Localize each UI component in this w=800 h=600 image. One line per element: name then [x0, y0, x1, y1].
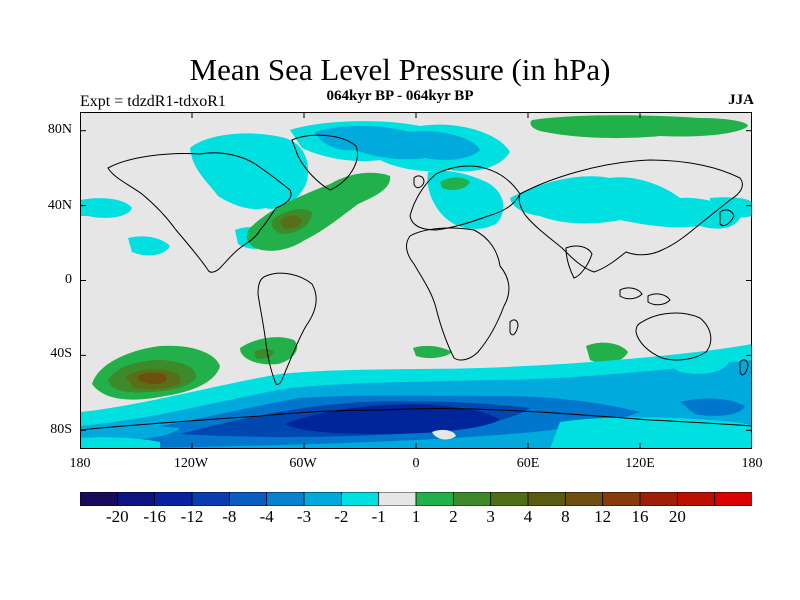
colorbar-label: 8: [561, 507, 570, 526]
coast-india: [565, 245, 593, 279]
map-title: Mean Sea Level Pressure (in hPa): [189, 52, 611, 87]
colorbar-swatch: [340, 492, 380, 506]
lon-tick-label: 60E: [516, 456, 540, 471]
coast-new-zealand: [739, 359, 749, 376]
colorbar-label: -16: [143, 507, 166, 526]
colorbar-label: 16: [631, 507, 649, 526]
colorbar-label: 20: [668, 507, 686, 526]
colorbar-label: 2: [449, 507, 458, 526]
lon-tick-label: 120W: [173, 456, 209, 471]
anomaly-brown-south-pacific: [138, 372, 167, 384]
colorbar-swatch: [266, 492, 305, 506]
colorbar-swatch: [639, 492, 679, 506]
anomaly-lightblue-greenland: [315, 126, 480, 160]
anomaly-olive-atlantic-core: [280, 215, 302, 229]
lat-tick-label: 40N: [47, 198, 72, 213]
anomaly-green-central-asia: [440, 177, 470, 190]
colorbar-swatch: [116, 492, 156, 506]
coast-australia: [635, 312, 712, 361]
anomaly-green-indian-ocean: [586, 342, 628, 364]
lat-tick-label: 40S: [50, 346, 72, 361]
anomaly-olivegreen-south-america: [254, 349, 274, 359]
coast-uk: [413, 175, 425, 189]
anomaly-green-south-atlantic: [413, 345, 452, 359]
lat-tick-label: 0: [65, 272, 72, 287]
experiment-label: Expt = tdzdR1-tdxoR1: [80, 93, 226, 110]
lon-tick-label: 180: [741, 456, 763, 471]
lat-tick-label: 80S: [50, 422, 72, 437]
anomaly-blue-indian-south: [680, 398, 745, 416]
pressure-map: [80, 112, 752, 449]
coast-madagascar: [509, 319, 519, 336]
colorbar-swatch: [303, 492, 343, 506]
coast-antarctica: [80, 408, 752, 431]
colorbar-swatch: [490, 492, 529, 506]
colorbar-swatch: [378, 492, 417, 506]
lon-tick-label: 60W: [289, 456, 317, 471]
colorbar-swatch: [602, 492, 641, 506]
colorbar-label: -8: [222, 507, 237, 526]
colorbar-label: -2: [334, 507, 349, 526]
coast-south-america: [257, 272, 317, 385]
colorbar-swatch: [527, 492, 567, 506]
colorbar-label: 3: [486, 507, 495, 526]
colorbar-label: -12: [180, 507, 204, 526]
anomaly-deepblue-southern-ocean: [285, 404, 500, 434]
colorbar-swatch: [154, 492, 193, 506]
colorbar-swatch: [80, 492, 119, 506]
coast-indonesia: [619, 287, 671, 306]
colorbar-swatch: [676, 492, 716, 506]
season-label: JJA: [728, 92, 754, 108]
colorbar-swatch: [415, 492, 455, 506]
anomaly-cyan-caribbean: [128, 236, 170, 256]
coast-africa: [406, 227, 510, 361]
colorbar-label: 4: [523, 507, 533, 526]
anomaly-cyan-north-america: [190, 133, 309, 210]
anomaly-cyan-antarctic-west: [80, 437, 160, 449]
anomaly-green-arctic: [530, 115, 748, 139]
lon-tick-label: 120E: [625, 456, 655, 471]
anomaly-cyan-antarctic-east: [550, 417, 752, 449]
colorbar-label: -20: [105, 507, 129, 526]
colorbar-swatch: [452, 492, 492, 506]
colorbar-swatch: [228, 492, 268, 506]
coast-north-america: [107, 152, 292, 273]
coast-asia: [518, 159, 743, 273]
coast-greenland: [291, 134, 358, 191]
colorbar-label: 1: [411, 507, 421, 526]
colorbar: [80, 492, 752, 506]
lat-tick-label: 80N: [47, 122, 72, 137]
anomaly-cyan-asia: [510, 176, 742, 229]
colorbar-label: 12: [594, 507, 612, 526]
lon-tick-label: 0: [412, 456, 420, 471]
colorbar-label: -4: [259, 507, 274, 526]
colorbar-label: -1: [371, 507, 386, 526]
map-subtitle: 064kyr BP - 064kyr BP: [326, 88, 474, 104]
coastlines: [80, 134, 752, 431]
anomaly-cyan-pacific-west: [80, 198, 132, 218]
colorbar-swatch: [564, 492, 604, 506]
coast-japan: [719, 209, 735, 227]
map-ticks: [80, 112, 752, 449]
colorbar-swatch: [191, 492, 231, 506]
anomaly-cyan-indian-band: [660, 354, 730, 374]
colorbar-swatch: [714, 492, 752, 506]
colorbar-label: -3: [296, 507, 312, 526]
anomaly-grey-antarctic-patch: [432, 429, 456, 440]
lon-tick-label: 180: [69, 456, 91, 471]
